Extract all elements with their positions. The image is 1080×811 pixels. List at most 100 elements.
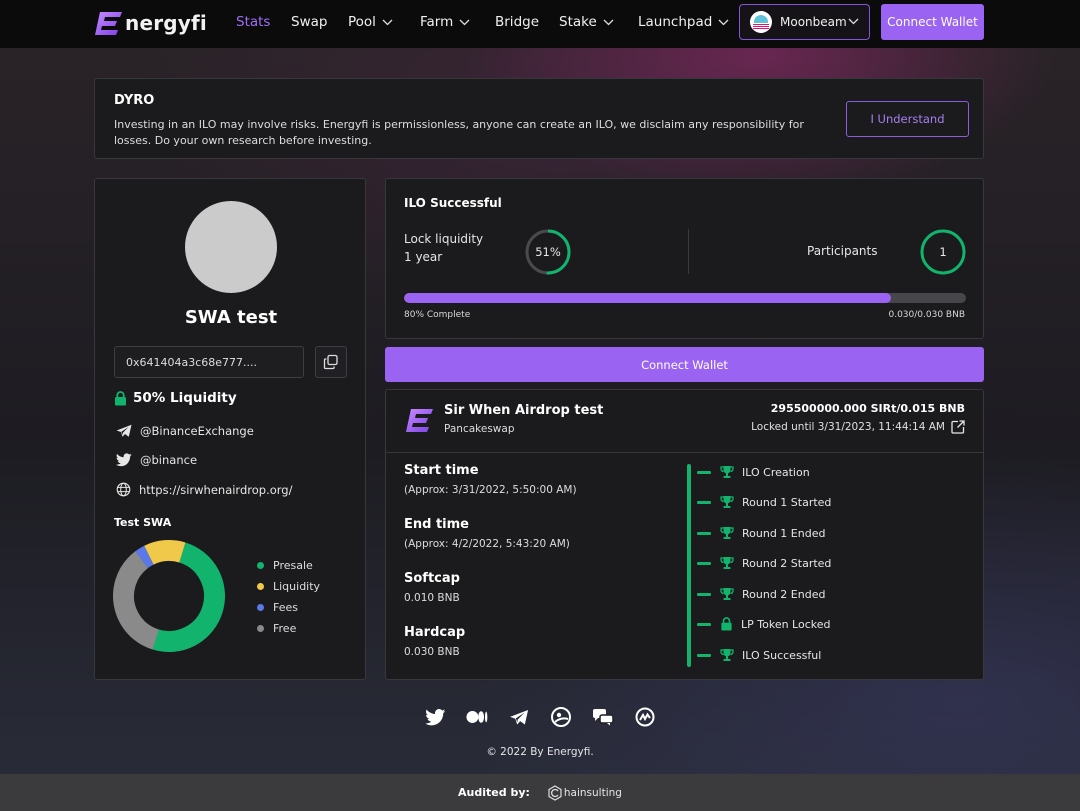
divider — [688, 229, 689, 274]
disclaimer-banner: DYRO Investing in an ILO may involve ris… — [94, 78, 984, 159]
project-info-panel: SWA test 0x641404a3c68e777.... 50% Liqui… — [94, 178, 366, 680]
timeline-dash — [697, 592, 711, 596]
chat-icon[interactable] — [592, 706, 614, 728]
lock-icon — [721, 617, 732, 631]
disclaimer-title: DYRO — [114, 93, 155, 108]
i-understand-button[interactable]: I Understand — [846, 101, 969, 137]
telegram-icon[interactable] — [508, 706, 530, 728]
disclaimer-text: Investing in an ILO may involve risks. E… — [114, 118, 804, 147]
end-time-label: End time — [404, 517, 469, 532]
nav-stake[interactable]: Stake — [559, 14, 614, 30]
divider — [386, 452, 983, 453]
progress-label: 80% Complete — [404, 310, 471, 320]
legend-dot — [257, 604, 264, 611]
participants-count: 1 — [939, 245, 947, 259]
timeline-item: Round 2 Started — [697, 556, 831, 570]
auditor-name: hainsulting — [563, 786, 622, 799]
token-distribution-chart — [113, 540, 225, 652]
legend-label: Liquidity — [273, 580, 321, 593]
chainsulting-logo[interactable]: hainsulting — [548, 784, 622, 801]
legend-label: Fees — [273, 601, 298, 614]
coinmarketcap-icon[interactable] — [634, 706, 656, 728]
telegram-link[interactable]: @BinanceExchange — [116, 424, 254, 438]
external-link-icon[interactable] — [951, 420, 965, 434]
softcap-value: 0.010 BNB — [404, 592, 460, 604]
twitter-link[interactable]: @binance — [116, 453, 197, 467]
start-time-label: Start time — [404, 463, 479, 478]
participants-ring — [920, 229, 966, 275]
telegram-handle: @BinanceExchange — [140, 424, 254, 438]
trophy-icon — [720, 588, 734, 600]
connect-wallet-main-button[interactable]: Connect Wallet — [385, 347, 984, 382]
timeline-label: Round 2 Ended — [742, 587, 826, 601]
network-selector[interactable]: Moonbeam — [739, 4, 870, 40]
timeline-dash — [697, 653, 711, 657]
top-navbar: nergyfi Stats Swap Pool Farm Bridge Stak… — [0, 0, 1080, 48]
energyfi-logo[interactable]: nergyfi — [94, 7, 207, 39]
nav-label: Swap — [291, 14, 328, 30]
locked-until-text: Locked until 3/31/2023, 11:44:14 AM — [751, 421, 945, 433]
website-link[interactable]: https://sirwhenairdrop.org/ — [116, 482, 292, 497]
timeline-item: LP Token Locked — [697, 617, 831, 631]
trophy-icon — [720, 649, 734, 661]
nav-launchpad[interactable]: Launchpad — [638, 14, 729, 30]
start-time-value: (Approx: 3/31/2022, 5:50:00 AM) — [404, 484, 577, 496]
footer-social-icons — [0, 706, 1080, 728]
timeline-dash — [697, 561, 711, 565]
nav-label: Launchpad — [638, 14, 713, 30]
timeline-item: Round 2 Ended — [697, 587, 825, 601]
nav-bridge[interactable]: Bridge — [495, 14, 539, 30]
legend-label: Presale — [273, 559, 313, 572]
liquidity-label: 50% Liquidity — [133, 390, 237, 406]
legend-dot — [257, 583, 264, 590]
nav-farm[interactable]: Farm — [420, 14, 470, 30]
token-rate: 295500000.000 SIRt/0.015 BNB — [770, 402, 965, 415]
timeline-label: LP Token Locked — [741, 617, 831, 631]
nav-label: Pool — [348, 14, 376, 30]
timeline-item: ILO Creation — [697, 465, 810, 479]
trophy-icon — [720, 527, 734, 539]
softcap-label: Softcap — [404, 571, 460, 586]
lock-liquidity-label: Lock liquidity 1 year — [404, 230, 483, 266]
timeline-item: ILO Successful — [697, 648, 821, 662]
website-url: https://sirwhenairdrop.org/ — [139, 482, 293, 497]
medium-icon[interactable] — [466, 706, 488, 728]
audit-bar: Audited by: hainsulting — [0, 774, 1080, 811]
chevron-down-icon — [718, 19, 729, 25]
chevron-down-icon — [382, 19, 393, 25]
legend-label: Free — [273, 622, 297, 635]
token-address-field[interactable]: 0x641404a3c68e777.... — [114, 346, 304, 378]
timeline-label: Round 2 Started — [742, 556, 832, 570]
token-name: Sir When Airdrop test — [444, 403, 604, 418]
energyfi-logo-icon — [95, 12, 122, 35]
nav-swap[interactable]: Swap — [291, 14, 327, 30]
moonbeam-icon — [750, 11, 772, 33]
twitter-icon[interactable] — [424, 706, 446, 728]
participants-label: Participants — [807, 244, 878, 258]
progress-fill — [404, 293, 891, 303]
copy-address-button[interactable] — [315, 346, 347, 378]
locked-until: Locked until 3/31/2023, 11:44:14 AM — [751, 420, 965, 434]
twitter-handle: @binance — [140, 453, 198, 467]
timeline-dash — [697, 531, 711, 535]
timeline-item: Round 1 Ended — [697, 526, 825, 540]
chevron-down-icon — [603, 19, 614, 25]
lock-liquidity-percent: 51% — [535, 245, 561, 259]
nav-pool[interactable]: Pool — [348, 14, 393, 30]
nav-label: Farm — [420, 14, 454, 30]
network-label: Moonbeam — [780, 15, 847, 29]
brand-name: nergyfi — [125, 11, 207, 35]
coingecko-icon[interactable] — [550, 706, 572, 728]
project-avatar — [185, 201, 277, 293]
chart-title: Test SWA — [114, 516, 172, 529]
connect-wallet-button[interactable]: Connect Wallet — [881, 4, 984, 40]
chevron-down-icon — [848, 18, 859, 25]
timeline-label: Round 1 Started — [742, 495, 832, 509]
copy-icon — [323, 354, 338, 370]
nav-stats[interactable]: Stats — [236, 14, 270, 30]
audited-label: Audited by: — [458, 786, 530, 799]
legend-dot — [257, 562, 264, 569]
lock-duration: 1 year — [404, 250, 443, 264]
slice-free — [113, 540, 225, 652]
progress-bar — [404, 293, 966, 303]
